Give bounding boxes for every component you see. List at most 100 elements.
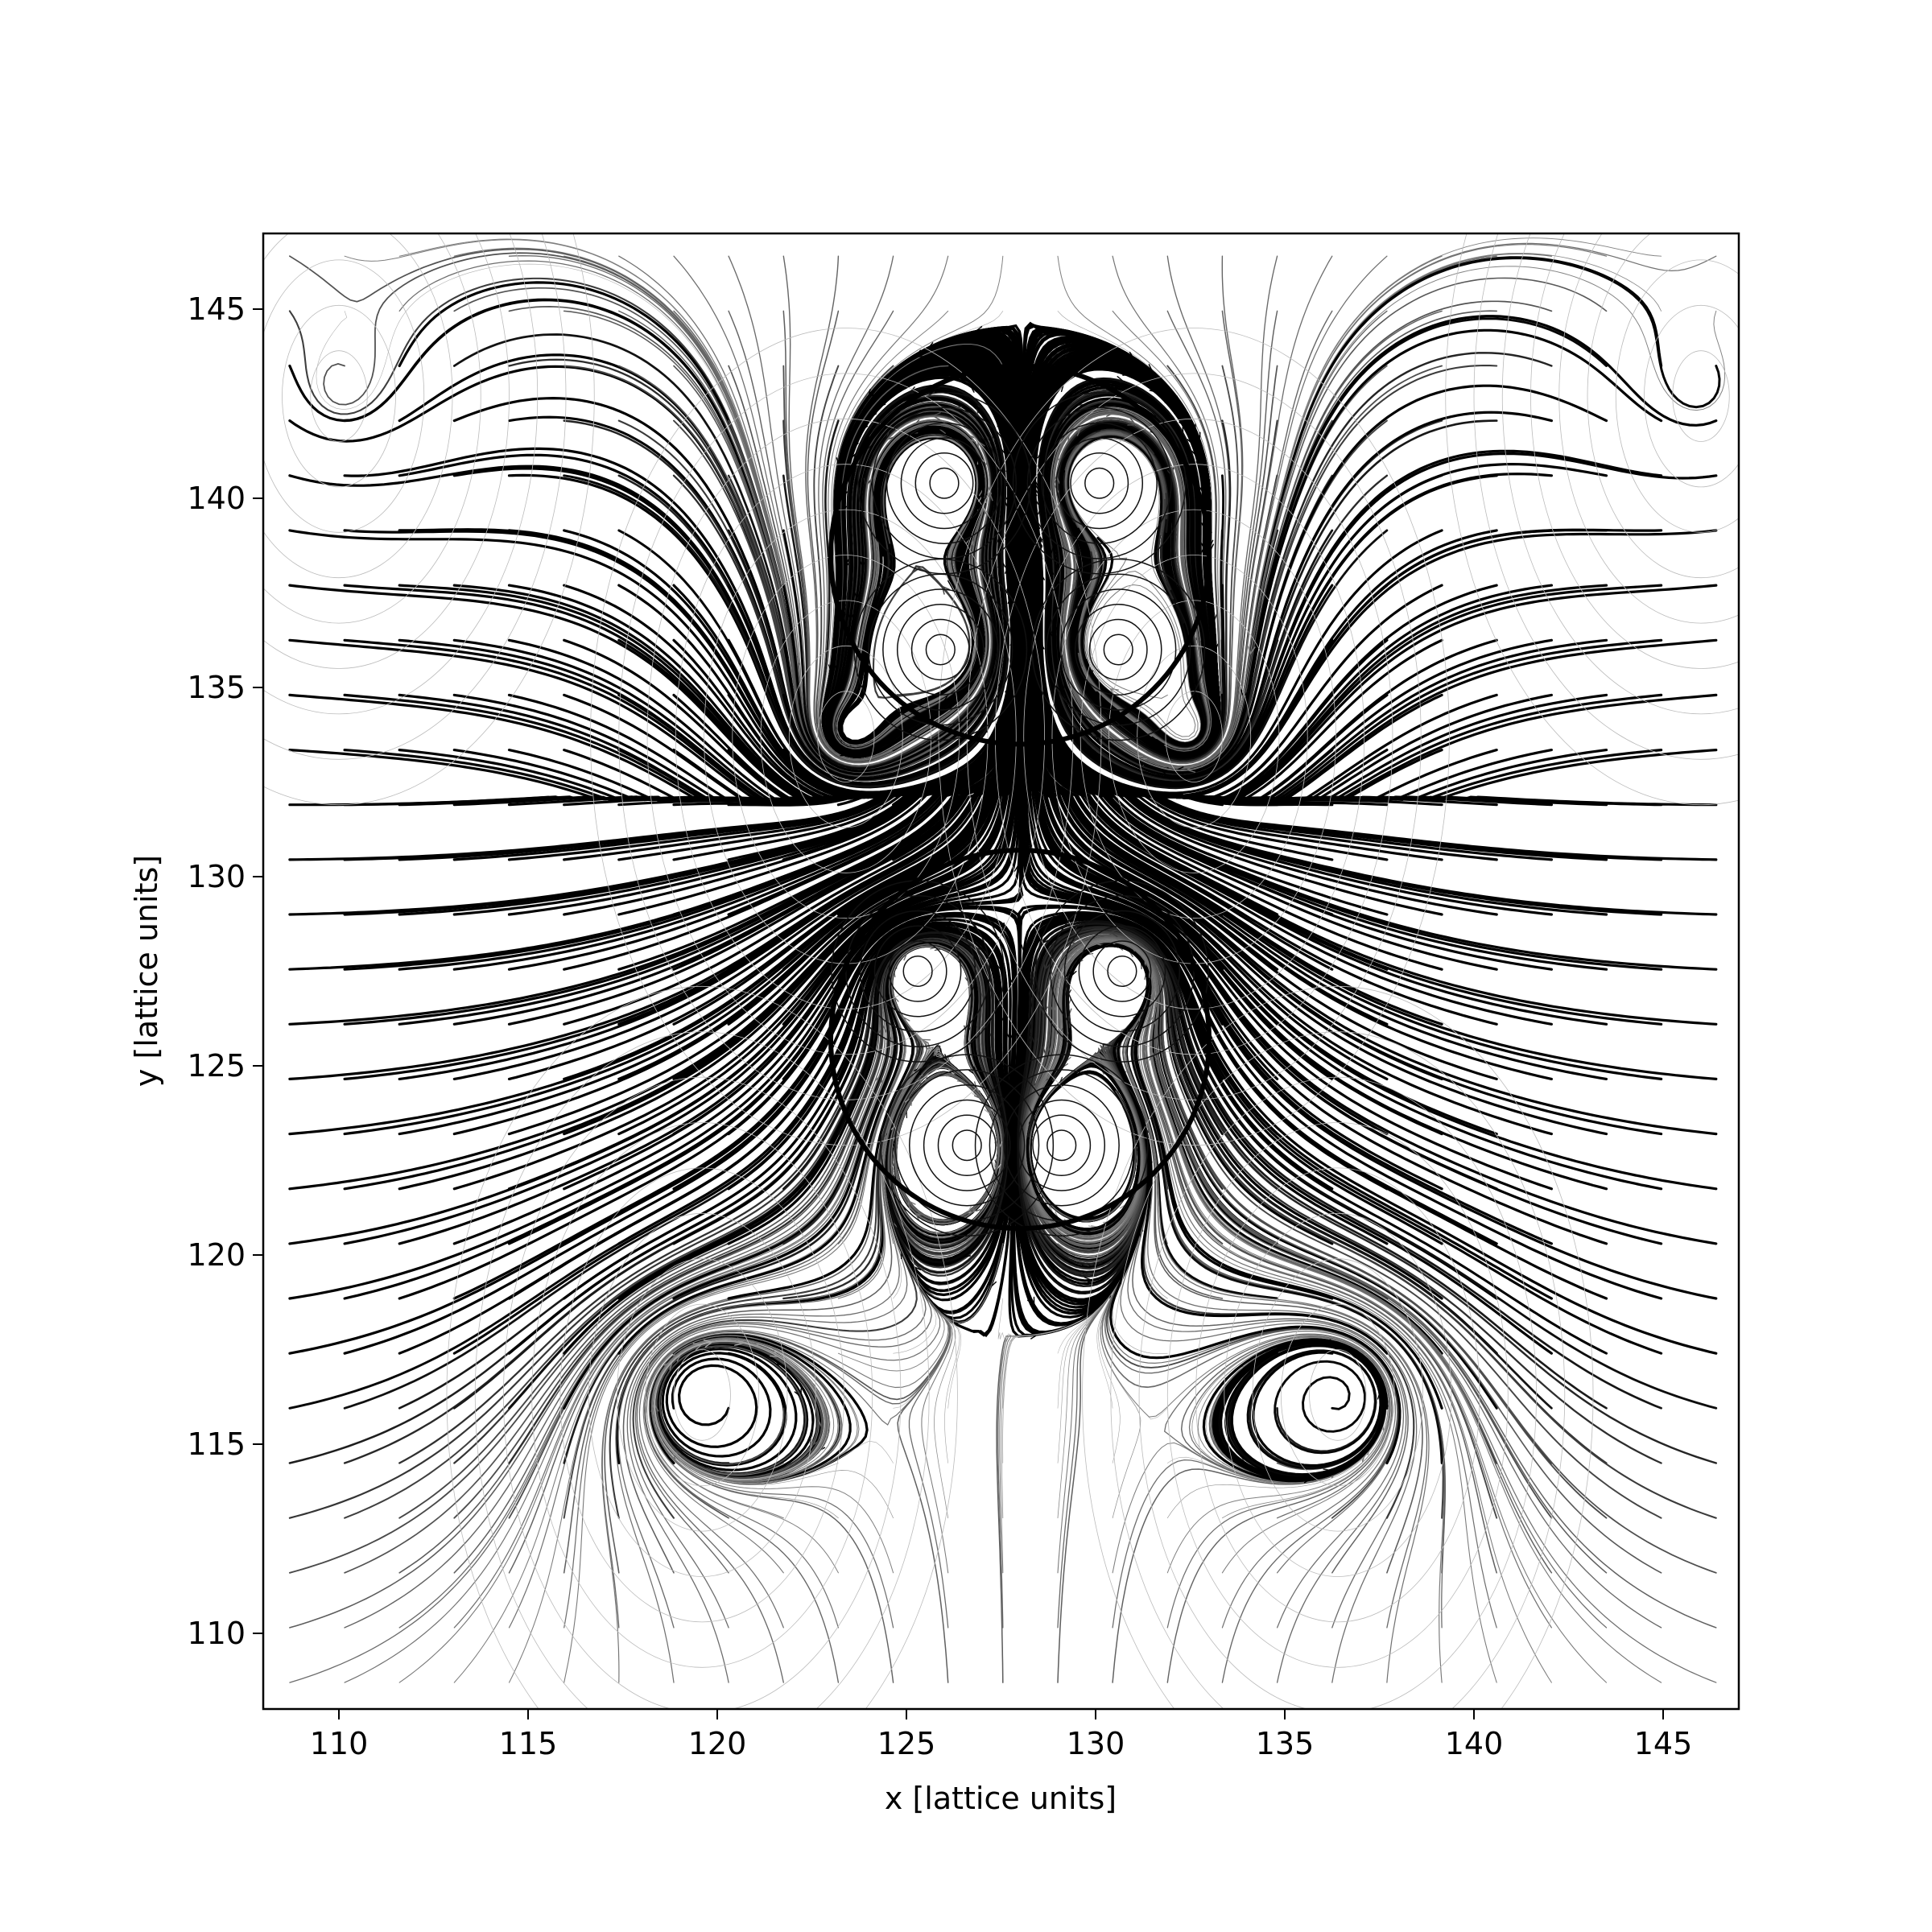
vortex-loop-5 bbox=[938, 328, 1450, 1146]
vortex-loop-7 bbox=[1070, 452, 1129, 514]
y-tick-label: 115 bbox=[187, 1426, 246, 1462]
vortex-loop-3 bbox=[1309, 1349, 1367, 1441]
vortex-loop-9 bbox=[1088, 618, 1148, 681]
vortex-loop-3 bbox=[1195, 1167, 1480, 1623]
vortex-loop-2 bbox=[474, 1031, 930, 1709]
y-tick-label: 120 bbox=[187, 1237, 246, 1273]
vortex-loop-13 bbox=[1003, 1084, 1120, 1207]
x-tick-label: 140 bbox=[1445, 1726, 1504, 1761]
vortex-loop-7 bbox=[1041, 422, 1158, 544]
vortex-loop-1 bbox=[1672, 350, 1730, 442]
vortex-loop-8 bbox=[882, 588, 999, 711]
vortex-loop-4 bbox=[646, 418, 1045, 1055]
vortex-loop-5 bbox=[995, 418, 1393, 1055]
x-axis-label: x [lattice units] bbox=[885, 1781, 1117, 1816]
vortex-loop-5 bbox=[1108, 600, 1280, 873]
vortex-loop-3 bbox=[1166, 1122, 1509, 1668]
vortex-loop-9 bbox=[1046, 573, 1191, 726]
x-tick-label: 125 bbox=[877, 1726, 936, 1761]
vortex-loop-10 bbox=[902, 955, 933, 988]
vortex-loop-5 bbox=[1137, 645, 1252, 828]
vortex-loop-3 bbox=[1252, 1258, 1423, 1532]
vortex-loop-4 bbox=[590, 328, 1102, 1146]
vortex-loop-6 bbox=[886, 422, 1003, 544]
vortex-loop-0 bbox=[310, 350, 368, 442]
particle-0 bbox=[828, 363, 1212, 747]
stream-arrow bbox=[1127, 418, 1137, 426]
vortex-loop-2 bbox=[531, 1122, 873, 1668]
stream-arrow bbox=[1019, 825, 1028, 835]
vortex-loop-4 bbox=[817, 691, 875, 782]
stream-arrow bbox=[1030, 585, 1038, 595]
vortex-loop-3 bbox=[1280, 1303, 1395, 1487]
vortex-loop-6 bbox=[929, 467, 960, 499]
vortex-loop-2 bbox=[617, 1258, 788, 1532]
stream-arrow bbox=[809, 1438, 818, 1448]
vortex-loop-9 bbox=[1060, 588, 1177, 711]
vortex-loop-12 bbox=[880, 1054, 1055, 1236]
vortex-loop-0 bbox=[263, 259, 425, 533]
vortex-loop-1 bbox=[1558, 233, 1739, 624]
y-tick-label: 125 bbox=[187, 1048, 246, 1084]
stream-arrow bbox=[973, 1090, 983, 1100]
streamline-369 bbox=[1166, 1335, 1391, 1683]
vortex-loop-12 bbox=[923, 1099, 1011, 1191]
streamline-107 bbox=[453, 247, 997, 772]
vortex-loop-7 bbox=[1026, 407, 1172, 559]
vortex-loop-1 bbox=[1587, 233, 1739, 579]
vortex-loop-1 bbox=[1644, 304, 1739, 488]
vortex-loop-11 bbox=[1078, 925, 1166, 1018]
axes-frame bbox=[262, 232, 1740, 1711]
vortex-loop-12 bbox=[937, 1114, 997, 1176]
stream-arrow bbox=[1247, 645, 1256, 655]
y-axis-ticks: 110 115 120 125 130 135 140 145 bbox=[187, 291, 263, 1651]
vortex-loop-0 bbox=[263, 233, 510, 669]
vortex-loop-5 bbox=[1023, 464, 1365, 1009]
vortex-loop-11 bbox=[1063, 910, 1181, 1033]
vortex-loop-9 bbox=[1031, 558, 1206, 741]
stream-arrow bbox=[1108, 929, 1119, 938]
x-tick-label: 135 bbox=[1256, 1726, 1315, 1761]
x-tick-label: 110 bbox=[310, 1726, 369, 1761]
vortex-loop-4 bbox=[760, 600, 931, 873]
vortex-loop-2 bbox=[673, 1349, 731, 1441]
stream-arrow bbox=[703, 1340, 713, 1348]
vortex-loop-2 bbox=[446, 986, 958, 1709]
vortex-loop-12 bbox=[952, 1129, 982, 1162]
vortex-loop-1 bbox=[1530, 233, 1739, 669]
vortex-loop-7 bbox=[1055, 437, 1144, 530]
stream-arrow bbox=[1302, 1475, 1313, 1484]
y-tick-label: 140 bbox=[187, 481, 246, 516]
vortex-loop-11 bbox=[1107, 955, 1137, 988]
stream-arrow bbox=[1154, 1000, 1163, 1009]
vortex-loop-7 bbox=[1012, 391, 1187, 575]
vortex-loop-3 bbox=[1138, 1076, 1537, 1709]
y-tick-label: 110 bbox=[187, 1616, 246, 1651]
y-axis-label: y [lattice units] bbox=[129, 855, 164, 1087]
stream-arrow bbox=[1023, 769, 1032, 779]
vortex-loop-13 bbox=[1046, 1129, 1077, 1162]
y-tick-label: 135 bbox=[187, 670, 246, 705]
stream-arrow bbox=[1036, 640, 1045, 650]
vortex-loop-13 bbox=[1018, 1099, 1106, 1191]
vortex-loop-1 bbox=[1501, 233, 1739, 715]
vortex-loop-4 bbox=[675, 464, 1017, 1009]
vortex-loop-1 bbox=[1615, 259, 1739, 533]
vortex-loop-2 bbox=[588, 1212, 816, 1577]
vortex-loop-12 bbox=[909, 1084, 1026, 1207]
x-tick-label: 120 bbox=[688, 1726, 747, 1761]
streamline-294 bbox=[650, 1337, 894, 1683]
y-tick-label: 130 bbox=[187, 859, 246, 894]
stream-arrow bbox=[1186, 764, 1196, 773]
vortex-loop-2 bbox=[645, 1303, 760, 1487]
streamline-168 bbox=[617, 942, 1005, 1355]
vortex-loop-6 bbox=[900, 437, 989, 530]
vortex-loop-10 bbox=[888, 940, 947, 1002]
vortex-loop-10 bbox=[873, 925, 962, 1018]
vortex-loop-9 bbox=[1074, 603, 1162, 696]
streamlines bbox=[263, 233, 1739, 1709]
x-tick-label: 130 bbox=[1067, 1726, 1125, 1761]
vortex-loop-3 bbox=[1082, 986, 1594, 1709]
stream-arrow bbox=[1021, 943, 1030, 954]
